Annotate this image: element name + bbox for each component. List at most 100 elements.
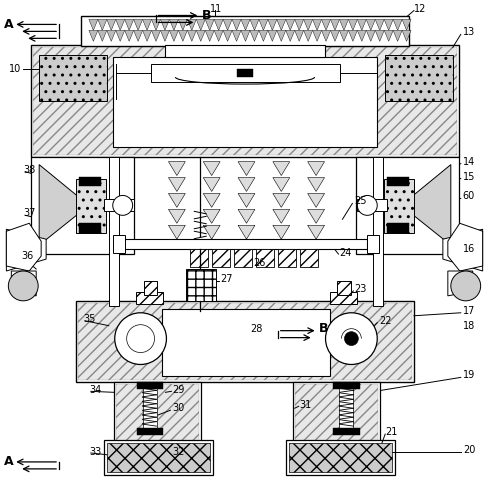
Bar	[337, 281, 351, 295]
Polygon shape	[223, 19, 232, 30]
Bar	[113, 57, 376, 147]
Bar	[76, 301, 413, 382]
Bar	[255, 249, 273, 267]
Bar	[106, 443, 210, 472]
Polygon shape	[312, 30, 321, 41]
Polygon shape	[214, 19, 223, 30]
Circle shape	[357, 195, 376, 215]
Polygon shape	[160, 19, 169, 30]
Bar	[121, 239, 366, 249]
Bar	[150, 64, 340, 82]
Bar	[143, 281, 157, 295]
Bar	[288, 443, 391, 472]
Polygon shape	[357, 30, 366, 41]
Polygon shape	[168, 177, 185, 191]
Text: 11: 11	[210, 3, 222, 13]
Bar	[190, 249, 208, 267]
Polygon shape	[133, 30, 142, 41]
Text: 30: 30	[172, 403, 184, 413]
Text: 21: 21	[385, 427, 397, 437]
Bar	[33, 47, 456, 155]
Polygon shape	[321, 19, 330, 30]
Bar	[277, 249, 295, 267]
Polygon shape	[203, 177, 220, 191]
Polygon shape	[223, 30, 232, 41]
Bar	[108, 157, 119, 306]
Text: 34: 34	[89, 385, 101, 395]
Polygon shape	[151, 19, 160, 30]
Text: 15: 15	[462, 172, 474, 182]
Polygon shape	[214, 30, 223, 41]
Polygon shape	[238, 161, 254, 175]
Polygon shape	[169, 19, 178, 30]
Text: B: B	[318, 322, 327, 335]
Polygon shape	[400, 165, 450, 245]
Polygon shape	[168, 225, 185, 239]
Bar	[81, 16, 408, 46]
Polygon shape	[384, 19, 392, 30]
Polygon shape	[285, 19, 294, 30]
Text: 13: 13	[462, 27, 474, 38]
Text: 12: 12	[413, 3, 426, 13]
Polygon shape	[241, 19, 249, 30]
Polygon shape	[272, 177, 289, 191]
Polygon shape	[366, 19, 374, 30]
Bar	[103, 440, 213, 475]
Polygon shape	[321, 30, 330, 41]
Polygon shape	[303, 30, 312, 41]
Polygon shape	[392, 19, 401, 30]
Polygon shape	[241, 30, 249, 41]
Bar	[162, 309, 329, 376]
Bar	[31, 45, 458, 157]
Polygon shape	[347, 19, 357, 30]
Bar	[333, 428, 360, 435]
Text: 26: 26	[252, 258, 265, 268]
Polygon shape	[142, 19, 151, 30]
Bar	[333, 382, 360, 389]
Polygon shape	[203, 193, 220, 207]
Polygon shape	[178, 30, 187, 41]
Polygon shape	[307, 177, 324, 191]
Bar	[237, 69, 252, 77]
Polygon shape	[116, 19, 124, 30]
Polygon shape	[6, 229, 46, 271]
Circle shape	[344, 332, 358, 346]
Text: 27: 27	[220, 274, 232, 284]
Text: 35: 35	[83, 314, 95, 324]
Polygon shape	[98, 30, 106, 41]
Bar	[356, 157, 458, 254]
Polygon shape	[196, 30, 205, 41]
Text: 18: 18	[462, 321, 474, 331]
Polygon shape	[339, 19, 347, 30]
Bar	[116, 384, 199, 465]
Text: 29: 29	[172, 385, 184, 395]
Polygon shape	[294, 30, 303, 41]
Polygon shape	[267, 19, 276, 30]
Polygon shape	[272, 209, 289, 223]
Polygon shape	[312, 19, 321, 30]
Polygon shape	[366, 30, 374, 41]
Polygon shape	[89, 19, 98, 30]
Polygon shape	[203, 209, 220, 223]
Polygon shape	[272, 225, 289, 239]
Bar	[234, 249, 251, 267]
Polygon shape	[116, 30, 124, 41]
Polygon shape	[39, 165, 89, 245]
Text: 32: 32	[172, 447, 184, 457]
Polygon shape	[330, 19, 339, 30]
Text: 33: 33	[89, 447, 101, 457]
Bar	[113, 235, 124, 253]
Polygon shape	[258, 30, 267, 41]
Polygon shape	[347, 30, 357, 41]
Polygon shape	[142, 30, 151, 41]
Polygon shape	[401, 19, 410, 30]
Polygon shape	[285, 30, 294, 41]
Text: 31: 31	[299, 400, 311, 410]
Polygon shape	[330, 30, 339, 41]
Polygon shape	[249, 30, 258, 41]
Polygon shape	[238, 193, 254, 207]
Polygon shape	[276, 19, 285, 30]
Text: B: B	[202, 9, 211, 22]
Text: 14: 14	[462, 157, 474, 167]
Polygon shape	[6, 223, 41, 271]
